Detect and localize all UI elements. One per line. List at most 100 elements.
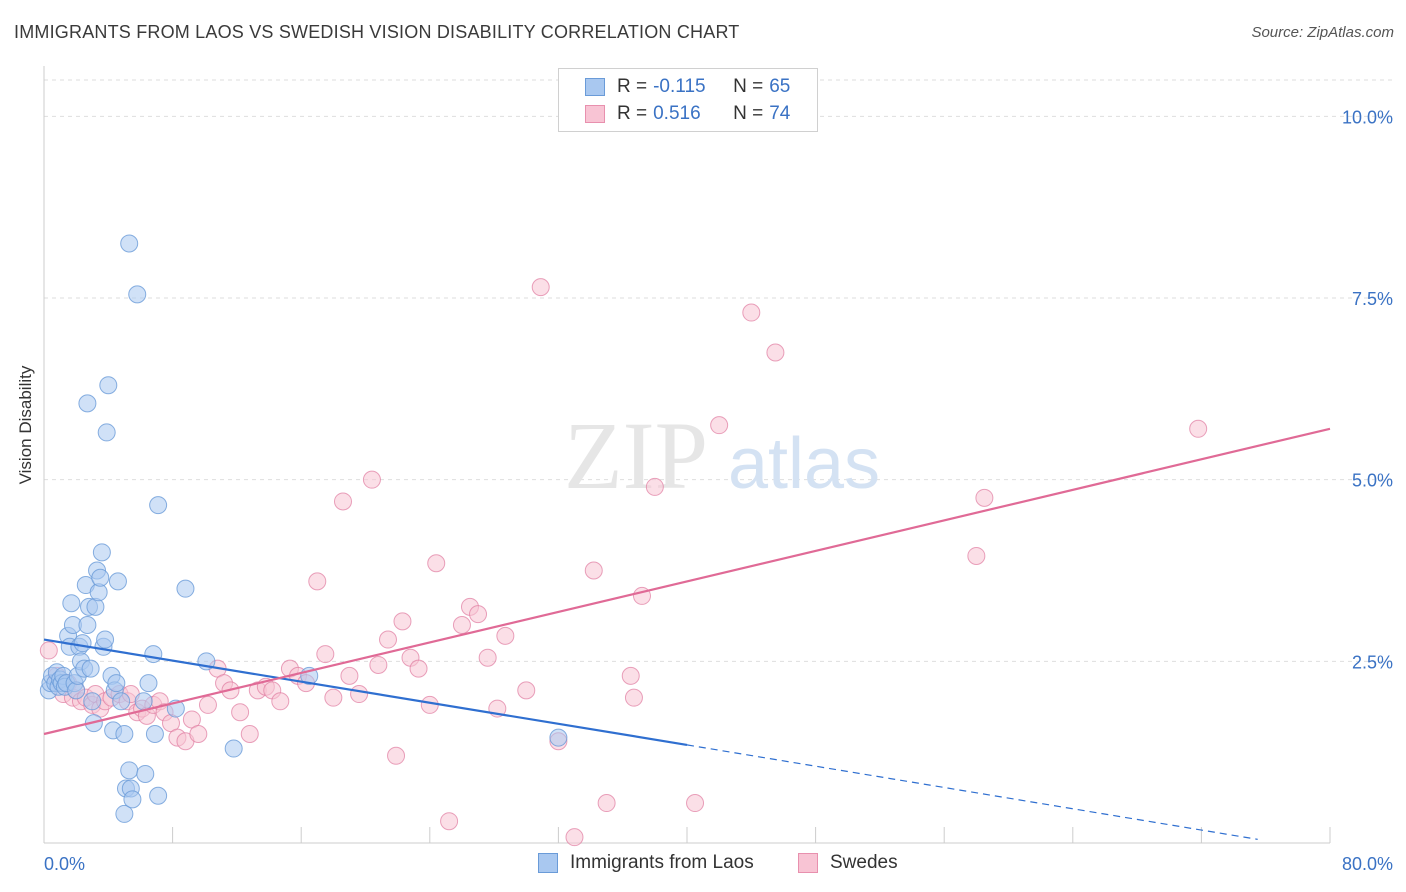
swedes-point	[478, 648, 497, 667]
legend-row-laos: R = -0.115 N = 65	[585, 74, 790, 100]
swedes-point	[231, 703, 250, 722]
legend-r-value: -0.115	[653, 76, 706, 97]
laos-point	[120, 234, 139, 253]
laos-point	[144, 645, 163, 664]
swedes-point	[362, 470, 381, 489]
laos-point	[115, 804, 134, 823]
legend-r-label: R =	[617, 103, 648, 124]
swedes-point	[645, 477, 664, 496]
swedes-point	[240, 725, 259, 743]
swedes-point	[369, 655, 388, 674]
source-label: Source: ZipAtlas.com	[1251, 24, 1394, 41]
series-legend-swedes: Swedes	[798, 852, 898, 874]
laos-trend-line	[43, 638, 688, 746]
correlation-legend: R = -0.115 N = 65 R = 0.516 N = 74	[558, 68, 818, 132]
swedes-point	[469, 605, 488, 624]
swedes-point	[975, 488, 994, 507]
axes	[43, 66, 1331, 844]
swedes-point	[624, 688, 643, 707]
swedes-point	[452, 616, 471, 634]
laos-point	[136, 764, 155, 783]
legend-n-label: N =	[733, 103, 764, 124]
laos-point	[78, 394, 97, 413]
laos-point	[108, 572, 127, 591]
legend-swatch-swedes	[585, 105, 605, 123]
swedes-point	[531, 278, 550, 297]
laos-point	[96, 630, 115, 649]
laos-point	[86, 597, 105, 616]
swedes-point	[39, 641, 58, 660]
swedes-point	[517, 681, 536, 700]
swedes-point	[420, 695, 439, 714]
laos-point	[78, 616, 97, 634]
series-label-laos: Immigrants from Laos	[570, 852, 754, 873]
swedes-point	[496, 626, 515, 645]
swedes-point	[271, 692, 290, 711]
swedes-point	[350, 685, 369, 704]
y-tick-label: 7.5%	[1352, 289, 1393, 309]
laos-point	[139, 674, 158, 693]
swedes-point	[308, 572, 327, 591]
series-swatch-swedes	[798, 853, 818, 873]
legend-swatch-laos	[585, 78, 605, 96]
chart-title: IMMIGRANTS FROM LAOS VS SWEDISH VISION D…	[14, 22, 740, 42]
swedes-point	[710, 416, 729, 435]
x-tick-label: 0.0%	[44, 854, 85, 874]
laos-point	[107, 674, 126, 693]
x-tick-label: 80.0%	[1342, 854, 1393, 874]
laos-point	[128, 285, 147, 304]
y-tick-label: 2.5%	[1352, 652, 1393, 672]
legend-r-label: R =	[617, 76, 648, 97]
laos-point	[145, 725, 164, 743]
swedes-point	[565, 828, 584, 847]
legend-r-value: 0.516	[653, 103, 701, 124]
swedes-point	[1189, 419, 1208, 438]
legend-row-swedes: R = 0.516 N = 74	[585, 101, 790, 127]
laos-point	[112, 692, 131, 711]
trend-lines	[43, 427, 1331, 840]
swedes-point	[198, 695, 217, 714]
swedes-points	[39, 278, 1208, 847]
laos-point	[176, 579, 195, 598]
swedes-point	[324, 688, 343, 707]
series-legend-laos: Immigrants from Laos	[538, 852, 754, 874]
legend-n-value: 65	[769, 76, 791, 97]
swedes-point	[597, 794, 616, 813]
laos-point	[83, 692, 102, 711]
laos-point	[62, 594, 81, 613]
swedes-point	[742, 303, 761, 322]
swedes-point	[766, 343, 785, 362]
y-tick-label: 10.0%	[1342, 107, 1393, 127]
series-label-swedes: Swedes	[830, 852, 898, 873]
laos-point	[549, 728, 568, 747]
watermark: ZIP atlas	[564, 402, 880, 509]
swedes-point	[379, 630, 398, 649]
tick-labels: 2.5% 5.0% 7.5% 10.0% 0.0% 80.0%	[44, 107, 1393, 874]
laos-points	[39, 234, 568, 823]
swedes-point	[189, 725, 208, 743]
laos-point	[120, 761, 139, 780]
swedes-point	[340, 666, 359, 685]
swedes-point	[333, 492, 352, 511]
laos-point	[115, 725, 134, 743]
laos-point	[92, 543, 111, 562]
laos-point	[149, 786, 168, 805]
laos-point	[91, 568, 110, 587]
laos-point	[123, 790, 142, 809]
laos-point	[73, 634, 92, 653]
series-swatch-laos	[538, 853, 558, 873]
swedes-trend-line	[43, 427, 1331, 736]
y-tick-label: 5.0%	[1352, 471, 1393, 491]
legend-n-value: 74	[769, 103, 791, 124]
laos-point	[149, 496, 168, 515]
series-legend: Immigrants from Laos Swedes	[0, 852, 1406, 878]
swedes-point	[967, 546, 986, 565]
swedes-point	[316, 645, 335, 664]
swedes-point	[409, 659, 428, 678]
swedes-point	[584, 561, 603, 580]
laos-point	[81, 659, 100, 678]
swedes-point	[621, 666, 640, 685]
laos-point	[99, 376, 118, 395]
laos-point	[134, 692, 153, 711]
